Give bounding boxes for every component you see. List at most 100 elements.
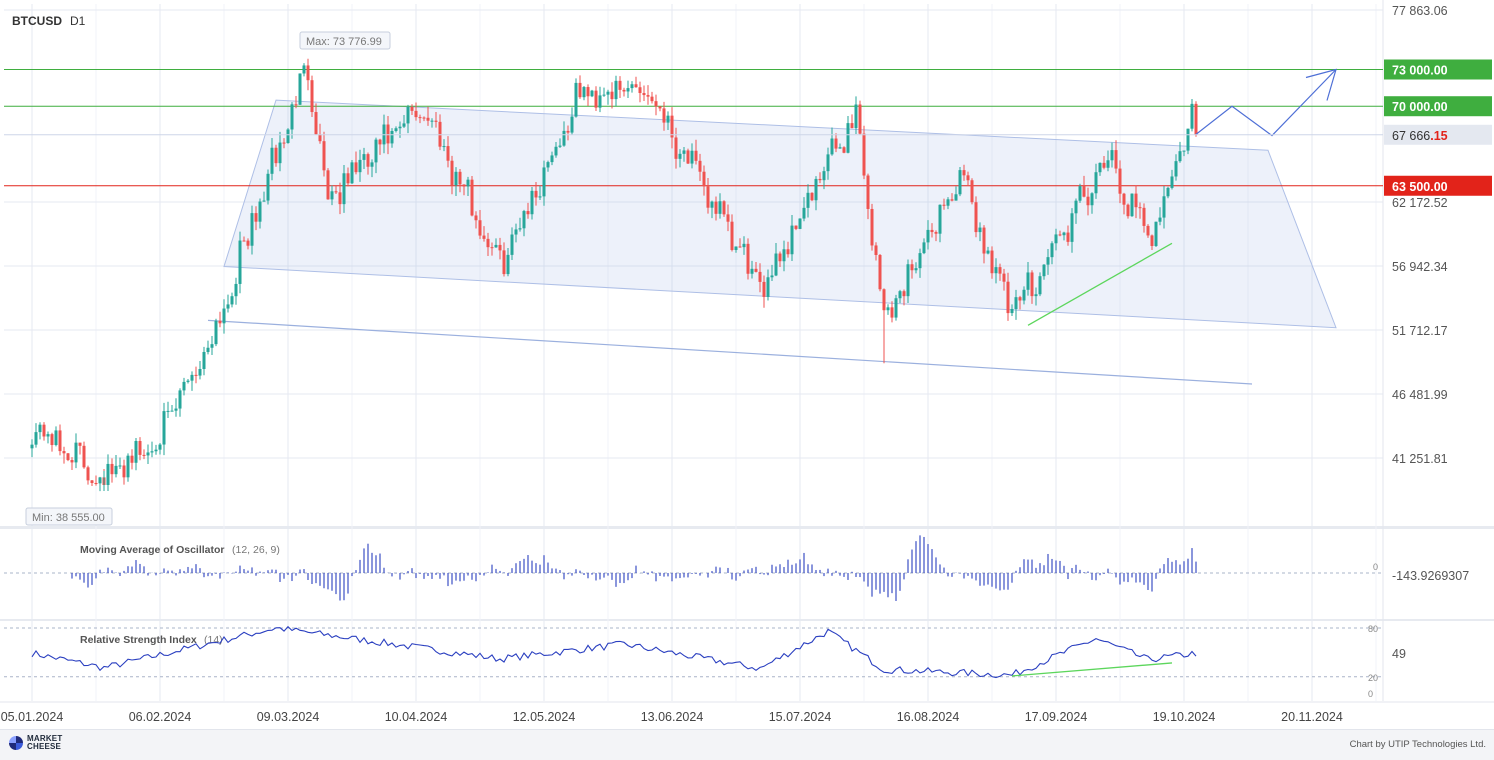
candle-body [94,482,98,484]
candle-body [322,141,326,171]
candle-body [450,160,454,186]
candle-body [1034,294,1038,297]
x-axis-tick-label: 16.08.2024 [897,710,960,724]
candle-body [490,247,494,249]
pane-divider [0,619,1494,621]
candle-body [642,93,646,96]
candle-body [522,211,526,229]
candle-body [374,139,378,163]
candle-body [1022,289,1026,301]
candle-body [582,87,586,98]
candle-body [390,130,394,144]
candle-body [162,411,166,445]
candle-body [634,84,638,88]
candle-body [674,137,678,159]
candle-body [910,264,914,271]
candle-body [866,175,870,209]
candle-body [278,142,282,164]
candle-body [202,351,206,369]
candle-body [618,80,622,90]
candle-body [474,215,478,221]
price-level-label: 73 000.00 [1392,64,1448,78]
price-level-badge [1384,59,1492,80]
candle-body [1078,186,1082,201]
footer-bar [0,729,1494,760]
candle-body [654,101,658,107]
candle-body [726,214,730,222]
candle-body [98,477,102,484]
candle-body [506,254,510,275]
oscillator-params: (12, 26, 9) [232,544,280,556]
candle-body [734,246,738,250]
candle-body [722,201,726,215]
candle-body [594,90,598,108]
candle-body [70,460,74,463]
candle-body [1142,207,1146,226]
chart-canvas[interactable]: 77 863.06 62 172.52 56 942.34 51 712.17 46 4… [0,0,1494,729]
rsi-line [31,625,1197,679]
candle-body [466,179,470,187]
candle-body [894,298,898,318]
candle-body [442,146,446,148]
candle-body [766,277,770,297]
candle-body [394,128,398,131]
candle-body [850,123,854,129]
candle-body [130,455,134,463]
candle-body [926,229,930,243]
oscillator-value-label: -143.9269307 [1392,569,1469,583]
candle-body [206,347,210,352]
divergence-line [1027,242,1173,326]
candle-body [966,175,970,181]
candle-body [250,213,254,246]
candle-body [1066,232,1070,242]
price-level-badge [1384,96,1492,117]
oscillator-title: Moving Average of Oscillator [80,544,225,556]
candle-body [154,449,158,452]
candle-body [922,242,926,254]
symbol-label: BTCUSD [12,14,62,28]
candle-body [218,320,222,324]
candle-body [898,291,902,299]
candle-body [190,374,194,381]
candle-body [222,308,226,324]
candle-body [738,246,742,248]
candle-body [238,240,242,284]
candle-body [146,452,150,456]
candle-body [230,296,234,305]
candle-body [698,160,702,172]
candle-body [706,186,710,208]
candle-body [546,162,550,168]
candle-body [730,221,734,250]
candle-body [1094,172,1098,194]
candle-body [534,190,538,198]
candle-body [610,91,614,100]
candle-body [498,244,502,251]
x-axis-tick-label: 12.05.2024 [513,710,576,724]
candle-body [254,213,258,222]
candle-body [214,320,218,345]
candle-body [50,434,54,446]
candle-body [494,244,498,248]
candle-body [1130,193,1134,217]
candle-body [570,116,574,133]
candle-body [1050,243,1054,258]
rsi-level-label: 80 [1368,624,1378,634]
candle-body [334,191,338,193]
candle-body [1038,276,1042,295]
candle-body [86,467,90,481]
candle-body [210,344,214,348]
candle-body [1126,204,1130,217]
candle-body [510,234,514,255]
trend-line-lower [207,319,1253,385]
candle-body [406,106,410,124]
candle-body [1158,217,1162,222]
x-axis-tick-label: 20.11.2024 [1281,710,1343,724]
candle-body [366,154,370,167]
candle-body [574,82,578,117]
candle-body [874,245,878,255]
x-axis-tick-label: 10.04.2024 [385,710,448,724]
candle-body [1074,200,1078,214]
candle-body [1010,308,1014,314]
candle-body [790,225,794,255]
candle-body [358,159,362,173]
